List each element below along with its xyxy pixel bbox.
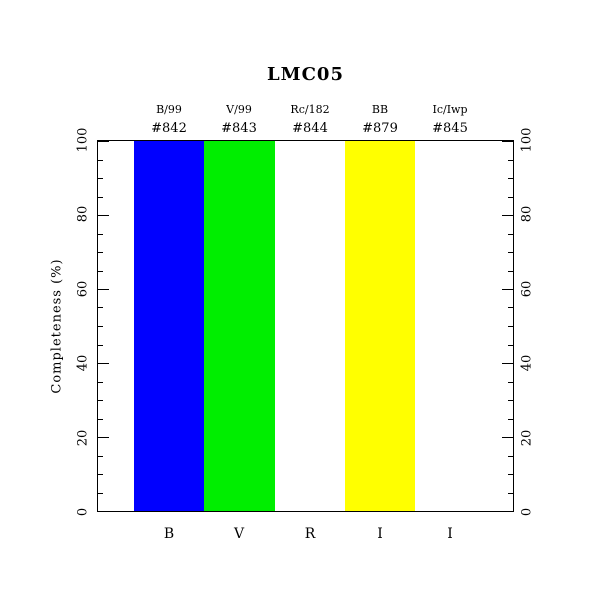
y-minor-tick [508,197,513,198]
column-header-filter: BB [371,103,389,116]
y-major-tick [98,141,109,142]
y-minor-tick [98,178,103,179]
bar-v [204,141,275,511]
y-axis-tick-label-left: 20 [75,429,91,446]
y-axis-tick-label-right: 40 [519,354,535,372]
y-axis-tick-label-right: 0 [519,507,535,517]
column-header-filter: B/99 [156,103,182,116]
column-header-count: #843 [221,121,257,136]
y-minor-tick [98,197,103,198]
y-major-tick [502,363,513,364]
x-axis-label: R [304,526,316,542]
y-minor-tick [98,382,103,383]
y-minor-tick [98,493,103,494]
x-axis-label: I [377,526,383,542]
y-major-tick [502,437,513,438]
column-header-filter: Rc/182 [290,103,330,116]
x-axis-label: B [163,526,175,542]
column-header-count: #845 [432,121,468,136]
y-minor-tick [98,271,103,272]
column-header-count: #844 [292,121,328,136]
y-minor-tick [98,252,103,253]
y-minor-tick [98,160,103,161]
y-axis-tick-label-left: 80 [75,206,91,223]
y-minor-tick [508,345,513,346]
y-axis-tick-label-right: 20 [519,429,535,446]
y-minor-tick [98,419,103,420]
y-axis-tick-label-left: 100 [75,127,91,153]
y-axis-tick-label-right: 60 [519,280,535,298]
y-minor-tick [508,493,513,494]
y-minor-tick [508,307,513,308]
y-minor-tick [508,252,513,253]
y-minor-tick [508,419,513,420]
bar-i [345,141,415,511]
y-axis-title: Completeness (%) [49,258,65,394]
y-minor-tick [98,326,103,327]
y-minor-tick [508,178,513,179]
y-minor-tick [98,234,103,235]
y-minor-tick [508,382,513,383]
y-major-tick [502,141,513,142]
y-minor-tick [508,271,513,272]
y-minor-tick [98,474,103,475]
y-minor-tick [508,234,513,235]
y-minor-tick [508,326,513,327]
y-major-tick [502,215,513,216]
y-minor-tick [98,307,103,308]
column-header-filter: Ic/Iwp [432,103,468,116]
plot-area [97,140,514,512]
y-axis-tick-label-right: 100 [519,127,535,153]
y-minor-tick [508,474,513,475]
y-major-tick [502,289,513,290]
y-axis-tick-label-left: 0 [75,507,91,517]
y-axis-tick-label-right: 80 [519,206,535,223]
bar-b [134,141,204,511]
y-major-tick [502,511,513,512]
y-minor-tick [508,160,513,161]
y-minor-tick [98,456,103,457]
y-major-tick [98,363,109,364]
y-axis-tick-label-left: 40 [75,354,91,372]
x-axis-label: I [447,526,453,542]
column-header-filter: V/99 [226,103,252,116]
x-axis-label: V [233,526,245,542]
y-minor-tick [98,400,103,401]
column-header-count: #842 [151,121,187,136]
y-minor-tick [508,400,513,401]
y-major-tick [98,215,109,216]
y-minor-tick [508,456,513,457]
y-major-tick [98,437,109,438]
y-major-tick [98,289,109,290]
y-major-tick [98,511,109,512]
y-axis-tick-label-left: 60 [75,280,91,298]
chart-title: LMC05 [267,64,344,85]
y-minor-tick [98,345,103,346]
column-header-count: #879 [362,121,398,136]
